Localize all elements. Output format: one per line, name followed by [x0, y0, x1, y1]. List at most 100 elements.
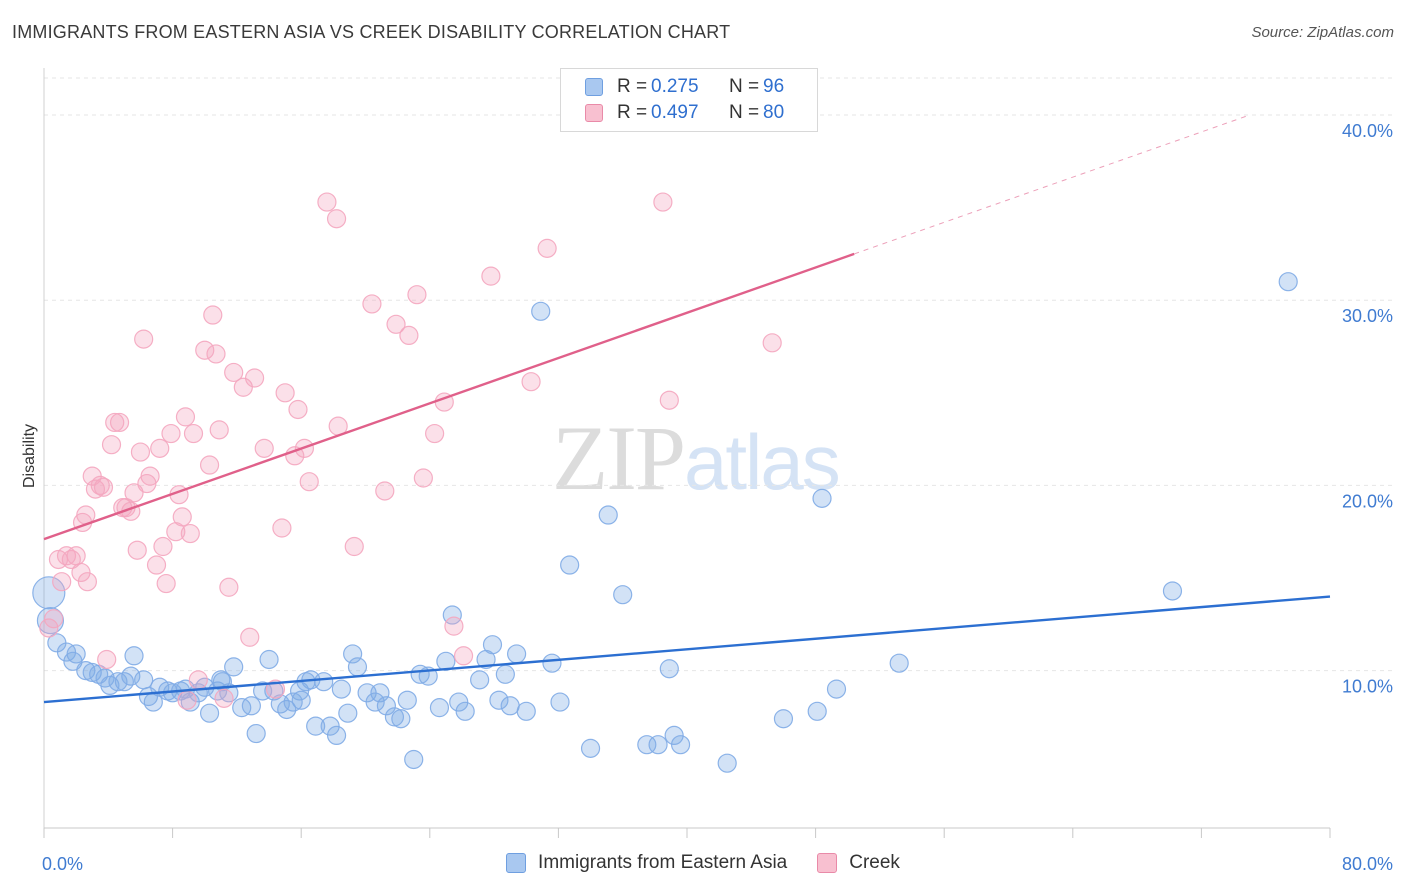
- point-eastern-asia: [76, 660, 96, 681]
- series-label-eastern-asia: Immigrants from Eastern Asia: [538, 852, 788, 873]
- point-creek: [344, 536, 364, 557]
- point-creek: [653, 192, 673, 212]
- point-eastern-asia: [314, 672, 334, 692]
- point-eastern-asia: [717, 753, 737, 773]
- point-creek: [224, 362, 244, 383]
- point-creek: [77, 572, 98, 592]
- point-eastern-asia: [56, 642, 77, 662]
- point-creek: [153, 536, 173, 557]
- point-creek: [762, 333, 782, 353]
- watermark-zip: ZIP: [552, 407, 686, 509]
- point-creek: [362, 294, 382, 314]
- point-eastern-asia: [224, 657, 244, 677]
- legend-row-creek: R = 0.497 N = 80: [585, 101, 784, 125]
- point-creek: [272, 518, 292, 538]
- y-tick-label: 30.0%: [1342, 306, 1393, 326]
- point-creek: [203, 305, 223, 325]
- point-creek: [172, 507, 192, 527]
- trend-creek-extension: [854, 114, 1250, 255]
- point-eastern-asia: [560, 555, 580, 575]
- point-creek: [288, 399, 308, 420]
- point-eastern-asia: [283, 692, 303, 712]
- series-swatch-creek: [817, 853, 838, 873]
- point-creek: [453, 646, 474, 666]
- point-creek: [93, 477, 114, 497]
- legend-n-value: 96: [763, 76, 785, 97]
- legend-n-value: 80: [763, 102, 785, 123]
- point-eastern-asia: [455, 701, 475, 721]
- point-eastern-asia: [659, 659, 679, 679]
- point-eastern-asia: [889, 653, 909, 673]
- point-eastern-asia: [277, 699, 297, 720]
- point-eastern-asia: [542, 653, 562, 673]
- trend-lines: [43, 114, 1331, 704]
- point-creek: [97, 649, 117, 670]
- point-creek: [299, 472, 319, 492]
- point-creek: [124, 483, 144, 503]
- point-creek: [521, 372, 541, 392]
- point-eastern-asia: [495, 664, 515, 684]
- point-creek: [71, 562, 91, 583]
- y-tick-label: 40.0%: [1342, 121, 1393, 141]
- point-creek: [180, 523, 200, 544]
- point-eastern-asia: [211, 670, 231, 690]
- data-points: [32, 192, 1298, 773]
- point-eastern-asia: [63, 651, 83, 671]
- point-eastern-asia: [134, 670, 154, 690]
- point-creek: [481, 266, 501, 286]
- point-creek: [240, 627, 260, 647]
- point-eastern-asia: [670, 735, 691, 755]
- point-eastern-asia: [384, 707, 405, 727]
- tick-labels: 10.0% 20.0% 30.0% 40.0% 0.0% 80.0%: [42, 121, 1393, 874]
- legend-swatch-eastern-asia: [585, 78, 603, 96]
- source-label[interactable]: Source: ZipAtlas.com: [1251, 24, 1394, 41]
- point-creek: [90, 475, 110, 496]
- point-creek: [537, 238, 557, 258]
- x-tick-label: 80.0%: [1342, 854, 1393, 874]
- point-creek: [146, 555, 167, 575]
- point-eastern-asia: [807, 701, 827, 721]
- point-creek: [101, 435, 122, 455]
- point-eastern-asia: [826, 679, 847, 699]
- point-eastern-asia: [507, 644, 527, 664]
- series-legend-creek[interactable]: Creek: [817, 852, 900, 874]
- point-eastern-asia: [391, 709, 411, 729]
- legend-n-label: N =: [729, 76, 760, 97]
- legend-r-value: 0.497: [651, 102, 699, 123]
- point-creek: [326, 209, 347, 229]
- point-eastern-asia: [648, 735, 668, 755]
- point-creek: [134, 329, 154, 349]
- point-eastern-asia: [500, 696, 520, 716]
- point-creek: [150, 438, 170, 458]
- point-creek: [209, 420, 229, 440]
- point-creek: [386, 314, 406, 334]
- point-eastern-asia: [326, 725, 347, 746]
- point-eastern-asia: [516, 701, 536, 721]
- point-creek: [399, 325, 419, 346]
- point-creek: [275, 383, 295, 403]
- point-eastern-asia: [664, 725, 684, 746]
- point-creek: [161, 423, 181, 444]
- point-creek: [407, 285, 427, 305]
- point-eastern-asia: [550, 692, 570, 712]
- axes: [43, 68, 1331, 838]
- x-tick-label: 0.0%: [42, 854, 83, 874]
- point-eastern-asia: [199, 703, 220, 723]
- point-eastern-asia: [376, 696, 396, 716]
- point-creek: [206, 344, 226, 364]
- point-eastern-asia: [613, 585, 633, 605]
- point-eastern-asia: [347, 657, 368, 677]
- point-eastern-asia: [773, 709, 794, 729]
- point-creek: [44, 609, 64, 629]
- series-legend-eastern-asia[interactable]: Immigrants from Eastern Asia: [506, 852, 787, 874]
- point-creek: [52, 572, 72, 592]
- point-eastern-asia: [259, 649, 279, 670]
- point-eastern-asia: [531, 301, 551, 321]
- point-eastern-asia: [232, 698, 252, 718]
- point-eastern-asia: [1162, 581, 1183, 601]
- point-eastern-asia: [338, 703, 358, 723]
- point-creek: [413, 468, 433, 488]
- point-creek: [219, 577, 239, 597]
- point-creek: [177, 690, 197, 710]
- point-eastern-asia: [246, 723, 266, 744]
